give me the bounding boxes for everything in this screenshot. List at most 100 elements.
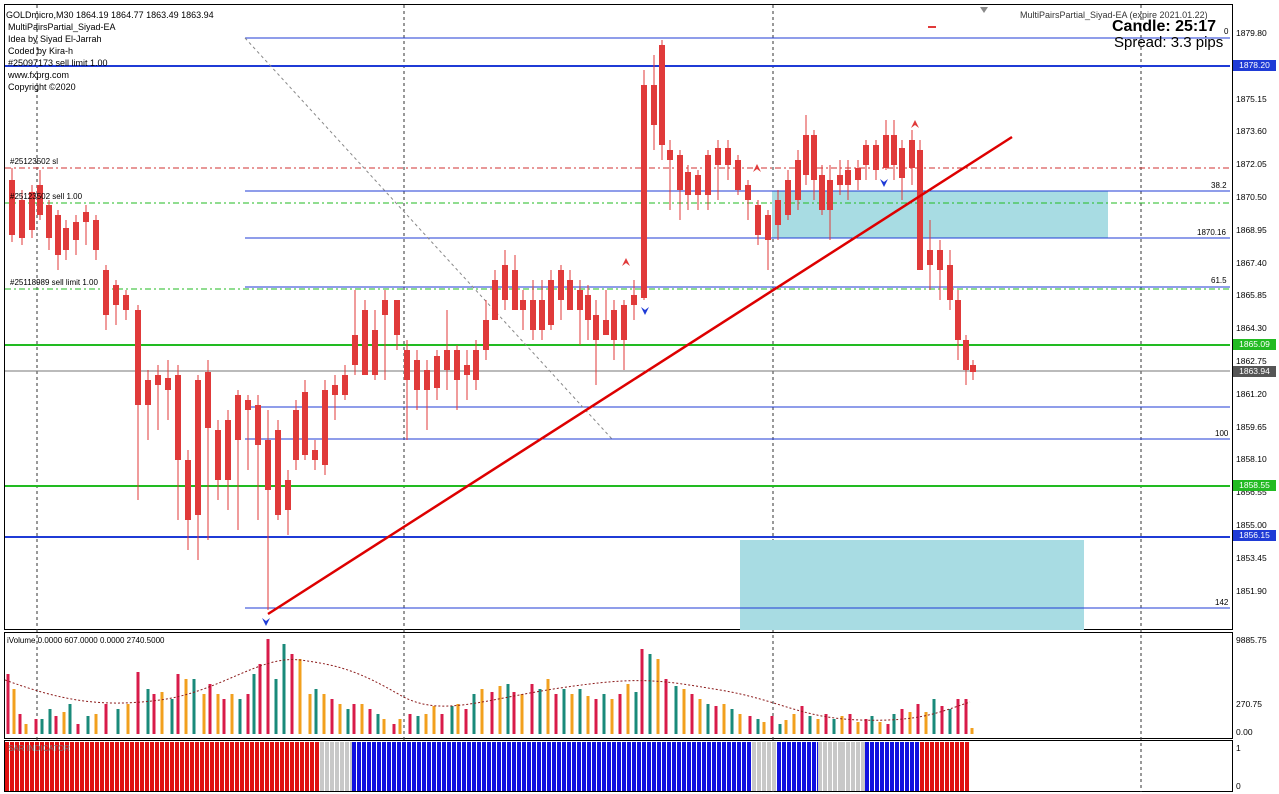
price-axis-tick: 1867.40 <box>1236 257 1267 268</box>
volume-bar <box>68 704 72 734</box>
volume-bar <box>40 719 44 734</box>
sar-bar <box>340 742 344 791</box>
sar-bar <box>627 742 631 791</box>
volume-bar <box>290 654 294 734</box>
chart-header: GOLDmicro,M30 1864.19 1864.77 1863.49 18… <box>6 10 214 20</box>
ea-expire-label: MultiPairsPartial_Siyad-EA (expire 2021.… <box>1020 10 1208 20</box>
volume-bar <box>578 689 582 734</box>
candle-body <box>382 300 388 315</box>
sar-bar <box>280 742 284 791</box>
sar-bar <box>30 742 34 791</box>
candle-body <box>55 215 61 255</box>
volume-bar <box>656 659 660 734</box>
candle-body <box>135 310 141 405</box>
candle-body <box>863 145 869 165</box>
sar-bar <box>833 742 837 791</box>
sar-pane-frame <box>4 740 1233 792</box>
volume-bar <box>886 724 890 734</box>
candle-body <box>947 265 953 300</box>
sar-bar <box>45 742 49 791</box>
sar-bar <box>442 742 446 791</box>
candle-body <box>548 280 554 325</box>
sar-bar <box>542 742 546 791</box>
volume-bar <box>216 694 220 734</box>
sar-bar <box>427 742 431 791</box>
volume-bar <box>222 699 226 734</box>
volume-bar <box>848 714 852 734</box>
sar-bar <box>537 742 541 791</box>
volume-bar <box>864 719 868 734</box>
sar-bar <box>702 742 706 791</box>
volume-bar <box>322 694 326 734</box>
volume-bar <box>440 714 444 734</box>
sar-bar <box>950 742 954 791</box>
sar-axis-top: 1 <box>1236 743 1241 753</box>
volume-bar <box>784 720 788 734</box>
price-axis-tick: 1855.00 <box>1236 520 1267 530</box>
candle-timer: Candle: 25:17 <box>1112 18 1217 35</box>
volume-bar <box>498 686 502 734</box>
sar-bar <box>245 742 249 791</box>
sar-bar <box>452 742 456 791</box>
sar-bar <box>330 742 334 791</box>
volume-bar <box>382 719 386 734</box>
volume-bar <box>282 644 286 734</box>
candle-body <box>302 392 308 455</box>
volume-bar <box>948 709 952 734</box>
sar-bar <box>582 742 586 791</box>
sar-bar <box>682 742 686 791</box>
copyright: Copyright ©2020 <box>8 82 76 92</box>
candle-body <box>492 280 498 320</box>
candle-body <box>205 372 211 428</box>
sar-bar <box>160 742 164 791</box>
sar-bar <box>602 742 606 791</box>
sar-bar <box>320 742 324 791</box>
sar-bar <box>777 742 781 791</box>
price-axis-tick: 1868.95 <box>1236 224 1267 235</box>
volume-bar <box>274 679 278 734</box>
sar-bar <box>846 742 850 791</box>
idea-credit: Idea by Siyad El-Jarrah <box>8 34 102 44</box>
sar-bar <box>797 742 801 791</box>
sar-bar <box>305 742 309 791</box>
sar-bar <box>432 742 436 791</box>
sar-bar <box>315 742 319 791</box>
candle-body <box>651 85 657 125</box>
volume-bar <box>808 716 812 734</box>
sar-bar <box>422 742 426 791</box>
sar-bar <box>697 742 701 791</box>
candle-body <box>621 305 627 340</box>
candle-body <box>123 295 129 310</box>
price-axis-tick: 1870.50 <box>1236 192 1267 202</box>
candle-body <box>899 148 905 178</box>
candle-body <box>155 375 161 385</box>
coder-credit: Coded by Kira-h <box>8 46 74 56</box>
sar-bar <box>657 742 661 791</box>
spread-display: Spread: 3.3 pips <box>1114 34 1224 51</box>
volume-pane-frame <box>4 632 1233 739</box>
candle-body <box>811 135 817 180</box>
sar-bar <box>70 742 74 791</box>
candle-body <box>585 295 591 320</box>
sar-bar <box>190 742 194 791</box>
sar-bar <box>215 742 219 791</box>
candle-body <box>245 400 251 410</box>
volume-bar <box>648 654 652 734</box>
sar-bar <box>235 742 239 791</box>
sar-bar <box>240 742 244 791</box>
sar-bar <box>752 742 756 791</box>
candle-body <box>63 228 69 250</box>
sar-bar <box>170 742 174 791</box>
candle-body <box>275 430 281 515</box>
candle-body <box>175 375 181 460</box>
sar-bar <box>915 742 919 791</box>
sar-bar <box>275 742 279 791</box>
fib-label-38: 38.2 <box>1211 181 1227 190</box>
sar-bar <box>955 742 959 791</box>
volume-bar <box>762 722 766 734</box>
candle-body <box>83 212 89 222</box>
sar-bar <box>270 742 274 791</box>
sar-bar <box>145 742 149 791</box>
